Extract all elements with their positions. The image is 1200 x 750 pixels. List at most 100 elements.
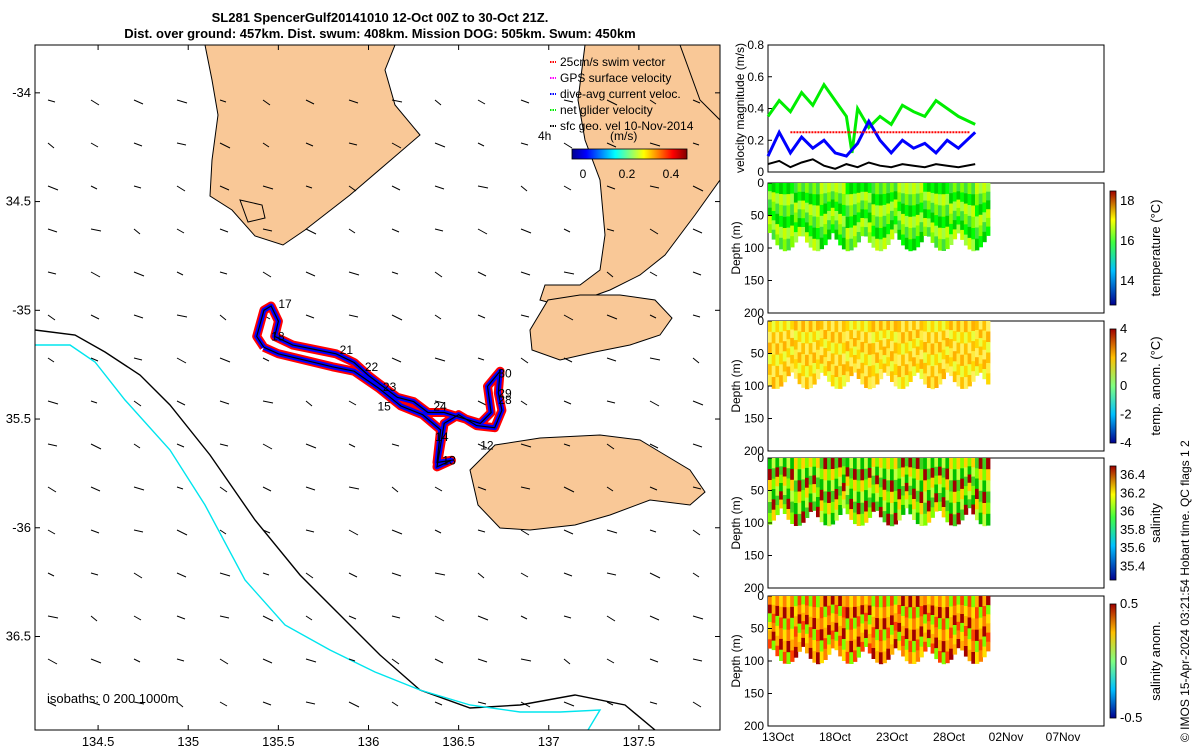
time-x-tick: 07Nov xyxy=(1046,730,1081,744)
temperature-y-tick: 100 xyxy=(744,241,764,255)
legend-entry: net glider velocity xyxy=(560,103,653,117)
glider-track xyxy=(252,301,507,472)
fleurieu-peninsula xyxy=(679,45,720,121)
map-x-tick-label: 137 xyxy=(538,734,560,749)
temperature-colorbar-tick: 18 xyxy=(1120,193,1134,208)
island-small xyxy=(239,199,266,223)
map-y-tick-label: -34 xyxy=(12,85,31,100)
temp_anom-colorbar-tick: 4 xyxy=(1120,321,1127,336)
temperature-y-tick: 150 xyxy=(744,274,764,288)
day-label: 29 xyxy=(498,386,512,400)
salinity_anom-y-tick: 0 xyxy=(757,589,764,603)
temp_anom-y-tick: 200 xyxy=(744,444,764,458)
salinity-y-tick: 200 xyxy=(744,581,764,595)
colorbar-tick: 0.2 xyxy=(619,167,636,181)
eyre-peninsula xyxy=(204,45,421,246)
salinity-colorbar-tick: 35.4 xyxy=(1120,558,1145,573)
map-x-tick-label: 136.5 xyxy=(442,734,475,749)
day-label: 14 xyxy=(435,430,449,444)
salinity-colorbar-label: salinity xyxy=(1148,503,1163,543)
velocity-y-tick: 0 xyxy=(757,165,764,179)
velocity-series xyxy=(766,118,977,158)
kangaroo-island xyxy=(469,434,706,531)
time-x-tick: 23Oct xyxy=(876,730,909,744)
yorke-south-tip xyxy=(529,294,673,361)
temperature-y-tick: 0 xyxy=(757,176,764,190)
day-label: 15 xyxy=(378,399,392,413)
time-x-tick: 18Oct xyxy=(819,730,852,744)
velocity-y-tick: 0.2 xyxy=(747,133,764,147)
day-label: 24 xyxy=(433,399,447,413)
map-x-tick-label: 135.5 xyxy=(262,734,295,749)
temp_anom-colorbar-tick: 2 xyxy=(1120,350,1127,365)
salinity-colorbar-tick: 36 xyxy=(1120,504,1134,519)
temperature-panel: 0 50 100 150 200 Depth (m) 18 16 14 temperature (… xyxy=(729,176,1163,320)
time-x-tick: 13Oct xyxy=(762,730,795,744)
temp_anom-y-tick: 100 xyxy=(744,379,764,393)
day-label: 21 xyxy=(340,343,354,357)
salinity_anom-y-tick: 100 xyxy=(744,654,764,668)
temperature-colorbar-label: temperature (°C) xyxy=(1148,200,1163,297)
day-label: 12 xyxy=(480,438,494,452)
temp_anom-colorbar-label: temp. anom. (°C) xyxy=(1148,336,1163,435)
map-x-tick-label: 137.5 xyxy=(623,734,656,749)
velocity-y-tick: 0.4 xyxy=(747,102,764,116)
salinity_anom-colorbar-tick: 0.5 xyxy=(1120,596,1138,611)
temperature-colorbar-tick: 16 xyxy=(1120,233,1134,248)
day-label: 30 xyxy=(498,367,512,381)
map-legend: 25cm/s swim vector GPS surface velocity di… xyxy=(538,55,694,181)
velocity-series xyxy=(766,81,976,154)
temperature-colorbar xyxy=(1109,190,1117,306)
isobath-1000m xyxy=(35,344,602,730)
day-label: 28 xyxy=(498,393,512,407)
salinity_anom-panel: 0 50 100 150 200 Depth (m) 0.5 0 -0.5 salinity an… xyxy=(729,589,1163,733)
temperature-y-tick: 200 xyxy=(744,306,764,320)
salinity-colorbar-tick: 35.8 xyxy=(1120,522,1145,537)
velocity-ylabel: velocity magnitude (m/s) xyxy=(733,43,747,173)
colorbar-prefix: 4h xyxy=(538,129,551,143)
salinity-colorbar-tick: 36.4 xyxy=(1120,467,1145,482)
salinity_anom-ylabel: Depth (m) xyxy=(729,634,743,687)
temp_anom-colorbar-tick: 0 xyxy=(1120,378,1127,393)
salinity-y-tick: 0 xyxy=(757,451,764,465)
velocity-y-tick: 0.8 xyxy=(747,38,764,52)
temperature-colorbar-tick: 14 xyxy=(1120,273,1134,288)
salinity_anom-y-tick: 50 xyxy=(751,622,765,636)
map-x-tick-label: 134.5 xyxy=(82,734,115,749)
map-y-tick-label: 34.5 xyxy=(6,194,31,209)
salinity_anom-colorbar-tick: -0.5 xyxy=(1120,710,1142,725)
temperature-ylabel: Depth (m) xyxy=(729,221,743,274)
isobath-200m xyxy=(35,329,656,730)
temp_anom-panel: 0 50 100 150 200 Depth (m) 4 2 0 -2 -4 temp. anom. … xyxy=(729,314,1163,458)
map-y-tick-label: 36.5 xyxy=(6,628,31,643)
time-x-tick: 02Nov xyxy=(989,730,1024,744)
time-x-tick: 28Oct xyxy=(933,730,966,744)
title-line-2: Dist. over ground: 457km. Dist. swum: 40… xyxy=(124,26,636,41)
salinity-y-tick: 150 xyxy=(744,549,764,563)
salinity_anom-y-tick: 200 xyxy=(744,719,764,733)
salinity-colorbar-tick: 36.2 xyxy=(1120,485,1145,500)
footer-credit: © IMOS 15-Apr-2024 03:21:54 Hobart time.… xyxy=(1178,440,1192,742)
day-label: 13 xyxy=(442,454,456,468)
colorbar-tick: 0.4 xyxy=(663,167,680,181)
salinity-colorbar xyxy=(1109,465,1117,581)
velocity-y-tick: 0.6 xyxy=(747,70,764,84)
chart-title: SL281 SpencerGulf20141010 12-Oct 00Z to … xyxy=(40,10,720,42)
map-frame xyxy=(34,44,721,731)
map-x-tick-label: 136 xyxy=(358,734,380,749)
temperature-y-tick: 50 xyxy=(751,209,765,223)
day-label: 22 xyxy=(365,360,379,374)
legend-entry: 25cm/s swim vector xyxy=(560,55,665,69)
salinity_anom-y-tick: 150 xyxy=(744,687,764,701)
current-vectors xyxy=(47,99,704,708)
track-line xyxy=(256,305,503,468)
legend-entry: sfc geo. vel 10-Nov-2014 xyxy=(560,119,694,133)
colorbar-label: (m/s) xyxy=(610,129,637,143)
isobath-label: isobaths: 0 200 1000m xyxy=(47,691,179,706)
salinity_anom-colorbar xyxy=(1109,603,1117,719)
map-x-tick-label: 135 xyxy=(177,734,199,749)
